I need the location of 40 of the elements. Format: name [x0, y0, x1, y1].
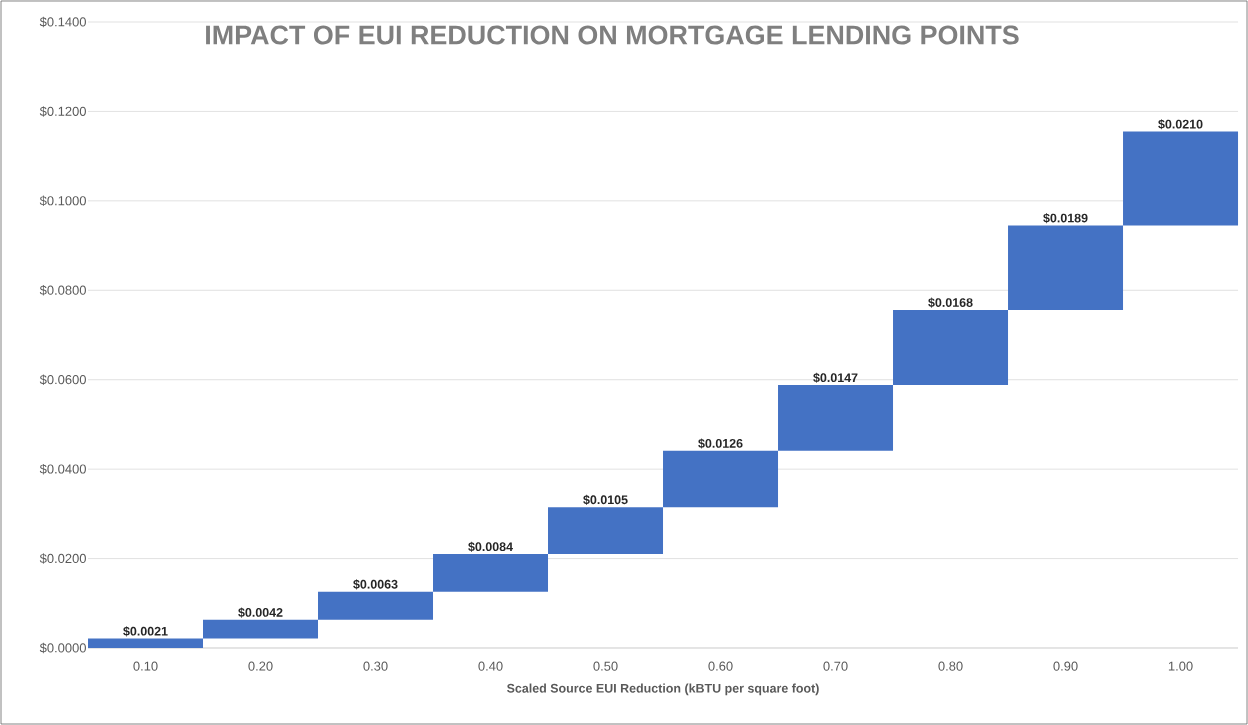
y-tick-label: $0.1200: [39, 106, 86, 117]
x-tick-label: 0.80: [938, 661, 963, 671]
data-label: $0.0084: [468, 541, 513, 552]
y-tick-label: $0.0000: [39, 642, 86, 654]
x-tick-label: 0.40: [478, 661, 503, 671]
data-label: $0.0126: [698, 438, 743, 449]
x-tick-label: 0.90: [1053, 661, 1078, 671]
data-label: $0.0147: [813, 372, 858, 383]
y-tick-label: $0.0400: [39, 463, 86, 475]
bar: [433, 554, 549, 592]
bar: [893, 309, 1009, 386]
data-label: $0.0168: [928, 297, 973, 308]
chart-title: IMPACT OF EUI REDUCTION ON MORTGAGE LENDING POINTS: [206, 25, 1019, 45]
data-label: $0.0210: [1158, 119, 1203, 130]
data-label: $0.0021: [123, 626, 168, 637]
x-tick-label: 0.30: [363, 661, 388, 671]
y-tick-label: $0.0800: [39, 285, 86, 296]
data-label: $0.0189: [1043, 213, 1088, 224]
y-tick-label: $0.1400: [39, 16, 86, 28]
x-tick-label: 0.70: [823, 661, 848, 671]
x-axis-title: Scaled Source EUI Reduction (kBTU per square foot): [506, 683, 819, 696]
y-tick-label: $0.0600: [39, 374, 86, 385]
bar: [663, 450, 779, 508]
x-tick-label: 0.20: [248, 661, 273, 671]
data-label: $0.0042: [238, 607, 283, 618]
data-label: $0.0063: [353, 579, 398, 590]
x-tick-label: 0.10: [133, 661, 158, 671]
bar: [1008, 225, 1124, 310]
x-tick-label: 0.50: [593, 661, 618, 671]
bar: [318, 591, 434, 620]
bar: [1123, 131, 1239, 226]
x-tick-label: 1.00: [1168, 661, 1193, 671]
bar: [778, 385, 894, 451]
data-label: $0.0105: [583, 494, 628, 505]
bar: [88, 638, 203, 648]
x-tick-label: 0.60: [708, 661, 733, 671]
bar: [548, 507, 664, 555]
y-tick-label: $0.0200: [39, 553, 86, 564]
bar: [203, 619, 319, 639]
y-tick-label: $0.1000: [39, 195, 86, 207]
